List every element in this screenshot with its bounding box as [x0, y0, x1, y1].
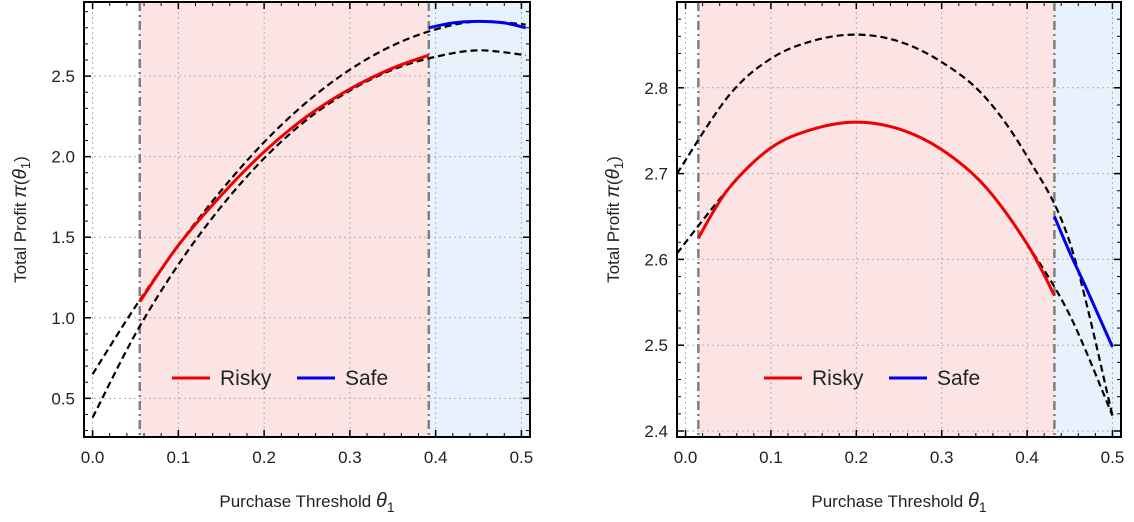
- left-x-tick-label: 0.3: [338, 448, 362, 467]
- left-y-tick-label: 1.0: [51, 309, 75, 328]
- right-safe-curve: [1053, 215, 1114, 348]
- left-legend-safe-label: Safe: [345, 367, 388, 390]
- right-legend-safe-label: Safe: [937, 367, 980, 390]
- right-safe-region: [1054, 2, 1121, 437]
- right-y-tick-label: 2.6: [644, 250, 668, 269]
- left-legend: Risky Safe: [172, 367, 388, 390]
- right-y-axis-label: Total Profit π(θ1): [603, 156, 626, 283]
- right-y-tick-label: 2.5: [644, 336, 668, 355]
- left-x-tick-label: 0.2: [252, 448, 276, 467]
- left-grid: [84, 2, 530, 437]
- right-x-tick-label: 0.4: [1015, 448, 1039, 467]
- right-y-tick-label: 2.4: [644, 422, 668, 441]
- left-x-tick-label: 0.5: [510, 448, 534, 467]
- right-x-tick-label: 0.0: [674, 448, 698, 467]
- left-series: [91, 19, 527, 419]
- right-x-axis-label: Purchase Threshold θ1: [811, 490, 986, 515]
- right-x-tick-label: 0.1: [759, 448, 783, 467]
- right-legend-risky-label: Risky: [812, 367, 864, 390]
- right-risky-curve: [697, 120, 1056, 297]
- left-x-tick-label: 0.1: [167, 448, 191, 467]
- left-ticks: 0.0 0.1 0.2 0.3 0.4 0.5 0.5 1.0 1.5 2.0 2.5: [51, 2, 533, 467]
- right-grid: [677, 2, 1121, 437]
- left-x-tick-label: 0.4: [424, 448, 448, 467]
- left-y-tick-label: 0.5: [51, 389, 75, 408]
- right-x-tick-label: 0.5: [1101, 448, 1125, 467]
- left-y-axis-label: Total Profit π(θ1): [10, 156, 33, 283]
- right-legend: Risky Safe: [764, 367, 980, 390]
- left-y-tick-label: 2.5: [51, 67, 75, 86]
- left-legend-risky-label: Risky: [220, 367, 272, 390]
- left-safe-curve: [428, 19, 527, 30]
- right-regions: [698, 2, 1121, 437]
- right-ticks: 0.0 0.1 0.2 0.3 0.4 0.5 2.4 2.5 2.6 2.7 2.8: [644, 2, 1124, 467]
- left-x-tick-label: 0.0: [81, 448, 105, 467]
- right-x-tick-label: 0.2: [844, 448, 868, 467]
- right-y-tick-label: 2.7: [644, 165, 668, 184]
- left-x-axis-label: Purchase Threshold θ1: [219, 490, 394, 515]
- left-y-tick-label: 2.0: [51, 148, 75, 167]
- right-chart: 0.0 0.1 0.2 0.3 0.4 0.5 2.4 2.5 2.6 2.7 2.8 Risky S…: [603, 1, 1124, 515]
- right-risky-region: [698, 2, 1055, 437]
- left-threshold-lines: [138, 2, 431, 437]
- right-plot-frame: [676, 1, 1122, 438]
- left-safe-region: [428, 2, 530, 437]
- right-dashed-curve: [677, 33, 1114, 416]
- left-risky-curve: [138, 53, 430, 303]
- left-chart: 0.0 0.1 0.2 0.3 0.4 0.5 0.5 1.0 1.5 2.0 2.5 Risky S…: [10, 1, 533, 515]
- right-y-tick-label: 2.8: [644, 79, 668, 98]
- right-series: [677, 33, 1114, 416]
- left-dashed-curve: [91, 49, 526, 419]
- left-y-tick-label: 1.5: [51, 228, 75, 247]
- left-plot-frame: [83, 1, 531, 438]
- right-x-tick-label: 0.3: [930, 448, 954, 467]
